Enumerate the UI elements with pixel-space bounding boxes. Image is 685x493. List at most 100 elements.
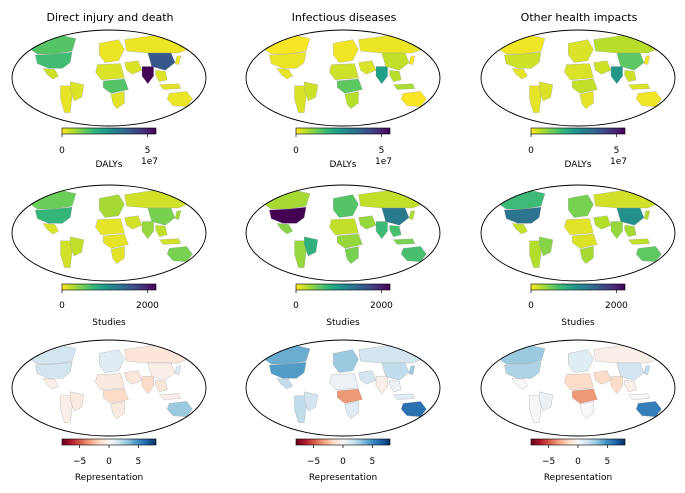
region-europe xyxy=(568,39,594,63)
colorbar-tick-label: 5 xyxy=(145,146,151,156)
region-indonesia xyxy=(393,393,416,400)
map-land xyxy=(496,34,662,113)
colorbar-gradient xyxy=(61,438,157,446)
colorbar: −5 0 5 Representation xyxy=(530,438,626,483)
region-europe xyxy=(333,39,359,63)
colorbar-label: Studies xyxy=(561,318,595,328)
title-direct-injury: Direct injury and death xyxy=(47,11,174,24)
region-russia xyxy=(124,190,193,209)
region-europe xyxy=(568,194,594,218)
map-land xyxy=(496,344,662,423)
region-brazil xyxy=(539,236,553,257)
region-central-africa xyxy=(572,233,598,249)
region-southeast-asia xyxy=(624,380,637,392)
region-mexico xyxy=(276,68,293,80)
region-central-africa xyxy=(572,388,598,404)
region-southern-africa xyxy=(579,401,594,419)
region-middle-east xyxy=(593,370,612,385)
region-mexico xyxy=(511,68,528,80)
title-infectious-diseases: Infectious diseases xyxy=(292,11,397,24)
colorbar-gradient xyxy=(530,438,626,446)
region-china xyxy=(147,52,176,71)
map-boundary xyxy=(480,184,676,282)
colorbar-label: Representation xyxy=(309,473,377,483)
colorbar-tick-label: 2000 xyxy=(136,301,159,311)
region-russia xyxy=(358,345,427,364)
region-brazil xyxy=(539,81,553,102)
region-southern-africa xyxy=(579,246,594,264)
region-brazil xyxy=(70,236,84,257)
region-canada xyxy=(261,189,311,210)
region-japan xyxy=(643,55,650,65)
region-china xyxy=(381,362,410,381)
region-japan xyxy=(174,210,181,220)
region-indonesia xyxy=(159,393,182,400)
map-boundary xyxy=(11,339,207,437)
region-southern-africa xyxy=(110,91,125,109)
colorbar-tick-label: 2000 xyxy=(370,301,393,311)
colorbar-tick-label: 0 xyxy=(575,457,581,467)
region-southern-africa xyxy=(344,401,359,419)
region-indonesia xyxy=(159,83,182,90)
region-japan xyxy=(408,365,415,375)
region-mexico xyxy=(42,223,59,235)
map-boundary xyxy=(480,29,676,127)
region-brazil xyxy=(70,391,84,412)
map-land xyxy=(261,34,427,113)
region-brazil xyxy=(539,391,553,412)
region-united-states xyxy=(269,51,307,69)
region-canada xyxy=(261,344,311,365)
region-central-africa xyxy=(337,78,363,94)
region-australia xyxy=(167,91,193,107)
map-panel-studies-direct-injury-and-death: 0 2000 Studies xyxy=(11,184,207,328)
colorbar-tick-label: −5 xyxy=(542,457,555,467)
region-north-africa xyxy=(329,373,359,391)
region-north-africa xyxy=(564,218,594,236)
region-middle-east xyxy=(593,60,612,75)
region-japan xyxy=(174,365,181,375)
region-japan xyxy=(643,210,650,220)
region-north-africa xyxy=(564,63,594,81)
region-indonesia xyxy=(628,83,651,90)
region-mexico xyxy=(511,378,528,390)
colorbar: 0 2000 Studies xyxy=(59,283,159,328)
region-canada xyxy=(27,34,77,55)
region-indonesia xyxy=(393,238,416,245)
region-india xyxy=(141,221,154,240)
region-mexico xyxy=(276,223,293,235)
region-japan xyxy=(174,55,181,65)
map-panel-representation-infectious-diseases: −5 0 5 Representation xyxy=(245,339,441,483)
region-europe xyxy=(99,194,125,218)
region-southern-africa xyxy=(110,246,125,264)
region-europe xyxy=(333,194,359,218)
region-north-africa xyxy=(95,373,125,391)
region-middle-east xyxy=(124,370,143,385)
region-india xyxy=(610,221,623,240)
region-australia xyxy=(636,401,662,417)
colorbar-tick-label: 5 xyxy=(614,146,620,156)
colorbar-tick-label: 0 xyxy=(106,457,112,467)
map-boundary xyxy=(480,339,676,437)
map-boundary xyxy=(11,29,207,127)
region-middle-east xyxy=(593,215,612,230)
region-india xyxy=(141,66,154,85)
region-japan xyxy=(643,365,650,375)
region-central-africa xyxy=(572,78,598,94)
region-southeast-asia xyxy=(155,225,168,237)
region-central-africa xyxy=(103,233,129,249)
colorbar-tick-label: 5 xyxy=(605,457,611,467)
region-china xyxy=(147,362,176,381)
colorbar-offset-label: 1e7 xyxy=(375,157,392,167)
colorbar-label: Representation xyxy=(75,473,143,483)
region-australia xyxy=(636,246,662,262)
region-north-africa xyxy=(329,63,359,81)
colorbar-offset-label: 1e7 xyxy=(141,157,158,167)
region-southeast-asia xyxy=(389,70,402,82)
map-panel-representation-other-health-impacts: −5 0 5 Representation xyxy=(480,339,676,483)
region-india xyxy=(375,221,388,240)
region-china xyxy=(616,52,645,71)
